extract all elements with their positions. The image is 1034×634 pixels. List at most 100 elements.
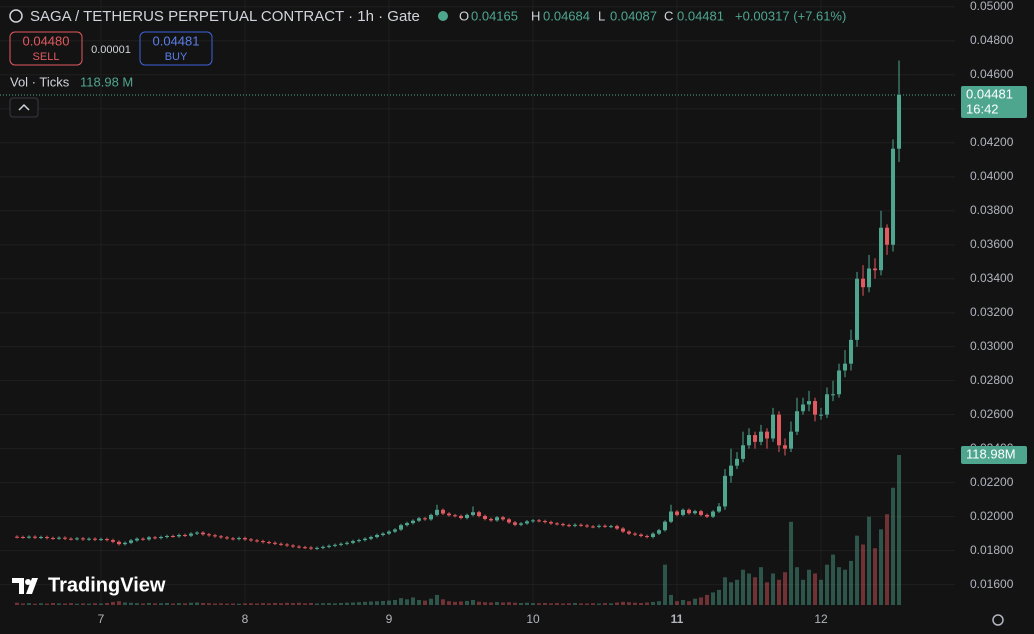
- volume-bar: [477, 601, 482, 605]
- candle-body: [537, 520, 542, 522]
- ohlc-key: H: [531, 8, 540, 23]
- candle-body: [332, 544, 337, 546]
- buy-button[interactable]: [139, 31, 213, 66]
- volume-bar: [392, 599, 397, 605]
- candle-body: [254, 540, 259, 542]
- candle-body: [567, 525, 572, 527]
- y-tick-label: 0.02800: [970, 373, 1014, 387]
- volume-bar: [44, 603, 49, 605]
- ohlc-value: 0.04684: [543, 8, 590, 23]
- volume-bar: [14, 602, 19, 605]
- candle-body: [801, 404, 806, 412]
- volume-bar: [825, 564, 830, 605]
- candle-body: [374, 534, 379, 538]
- candle-body: [428, 514, 433, 520]
- candle-body: [813, 401, 818, 415]
- volume-bar: [80, 603, 85, 605]
- candle-body: [891, 148, 896, 245]
- volume-bar: [134, 603, 139, 605]
- candle-body: [368, 537, 373, 539]
- candle-body: [182, 534, 187, 536]
- volume-bar: [320, 603, 325, 605]
- candle-body: [164, 536, 169, 538]
- candle-body: [224, 537, 229, 539]
- volume-bar: [507, 602, 512, 605]
- x-tick-label: 10: [526, 612, 540, 626]
- volume-bar: [194, 602, 199, 605]
- volume-bar: [404, 599, 409, 605]
- volume-bar: [434, 594, 439, 605]
- spread: 0.00001: [91, 44, 131, 56]
- candle-body: [627, 531, 632, 534]
- candle-body: [867, 268, 872, 288]
- candle-body: [543, 521, 548, 523]
- volume-bar: [705, 594, 710, 605]
- candle-body: [284, 544, 289, 546]
- volume-bar: [104, 602, 109, 605]
- last-volume-box: [961, 446, 1027, 464]
- volume-bar: [56, 603, 61, 605]
- volume-bar: [332, 603, 337, 605]
- volume-bar: [567, 603, 572, 605]
- volume-bar: [158, 603, 163, 605]
- volume-bar: [38, 603, 43, 605]
- candle-body: [140, 538, 145, 540]
- candle-body: [849, 339, 854, 364]
- candle-body: [879, 227, 884, 271]
- x-tick-label: 11: [671, 612, 684, 626]
- volume-bar: [537, 603, 542, 605]
- collapse-button[interactable]: [9, 97, 39, 118]
- candle-body: [248, 539, 253, 541]
- volume-bar: [272, 602, 277, 605]
- volume-bar: [489, 602, 494, 605]
- volume-pane: [14, 455, 902, 605]
- volume-bar: [765, 582, 770, 605]
- candle-body: [470, 512, 475, 515]
- volume-bar: [26, 603, 31, 605]
- candle-body: [789, 431, 794, 449]
- candle-body: [218, 536, 223, 538]
- candle-body: [723, 475, 728, 507]
- volume-bar: [164, 602, 169, 605]
- volume-bar: [777, 579, 782, 605]
- candle-body: [585, 525, 590, 527]
- y-tick-label: 0.05000: [970, 0, 1014, 13]
- buy-price[interactable]: 0.04481: [153, 33, 200, 48]
- volume-bar: [68, 603, 73, 605]
- volume-bar: [386, 600, 391, 605]
- volume-bar: [603, 603, 608, 605]
- candle-body: [747, 435, 752, 446]
- y-tick-label: 0.03800: [970, 203, 1014, 217]
- volume-bar: [182, 603, 187, 605]
- collapse-icon[interactable]: [18, 103, 30, 111]
- candle-body: [621, 528, 626, 532]
- volume-bar: [248, 603, 253, 605]
- candle-body: [807, 401, 812, 405]
- candle-body: [615, 526, 620, 529]
- volume-bar: [651, 601, 656, 605]
- candle-body: [573, 524, 578, 526]
- candle-body: [230, 538, 235, 540]
- volume-bar: [843, 569, 848, 605]
- volume-bar: [513, 602, 518, 605]
- last-price-label: 0.04481: [966, 86, 1013, 101]
- volume-bar: [446, 601, 451, 605]
- volume-bar: [615, 602, 620, 605]
- volume-bar: [837, 567, 842, 605]
- sell-label[interactable]: SELL: [33, 51, 60, 63]
- buy-label[interactable]: BUY: [165, 51, 188, 63]
- candle-body: [639, 534, 644, 537]
- volume-bar: [657, 601, 662, 605]
- candle-body: [278, 543, 283, 545]
- candle-body: [128, 540, 133, 543]
- sell-button[interactable]: [9, 31, 83, 66]
- volume-bar: [711, 592, 716, 605]
- sell-price[interactable]: 0.04480: [23, 33, 70, 48]
- candle-body: [188, 533, 193, 536]
- x-tick-label: 12: [814, 612, 828, 626]
- settings-icon[interactable]: [992, 614, 1004, 626]
- volume-bar: [32, 603, 37, 605]
- candle-body: [212, 535, 217, 537]
- candle-body: [104, 539, 109, 541]
